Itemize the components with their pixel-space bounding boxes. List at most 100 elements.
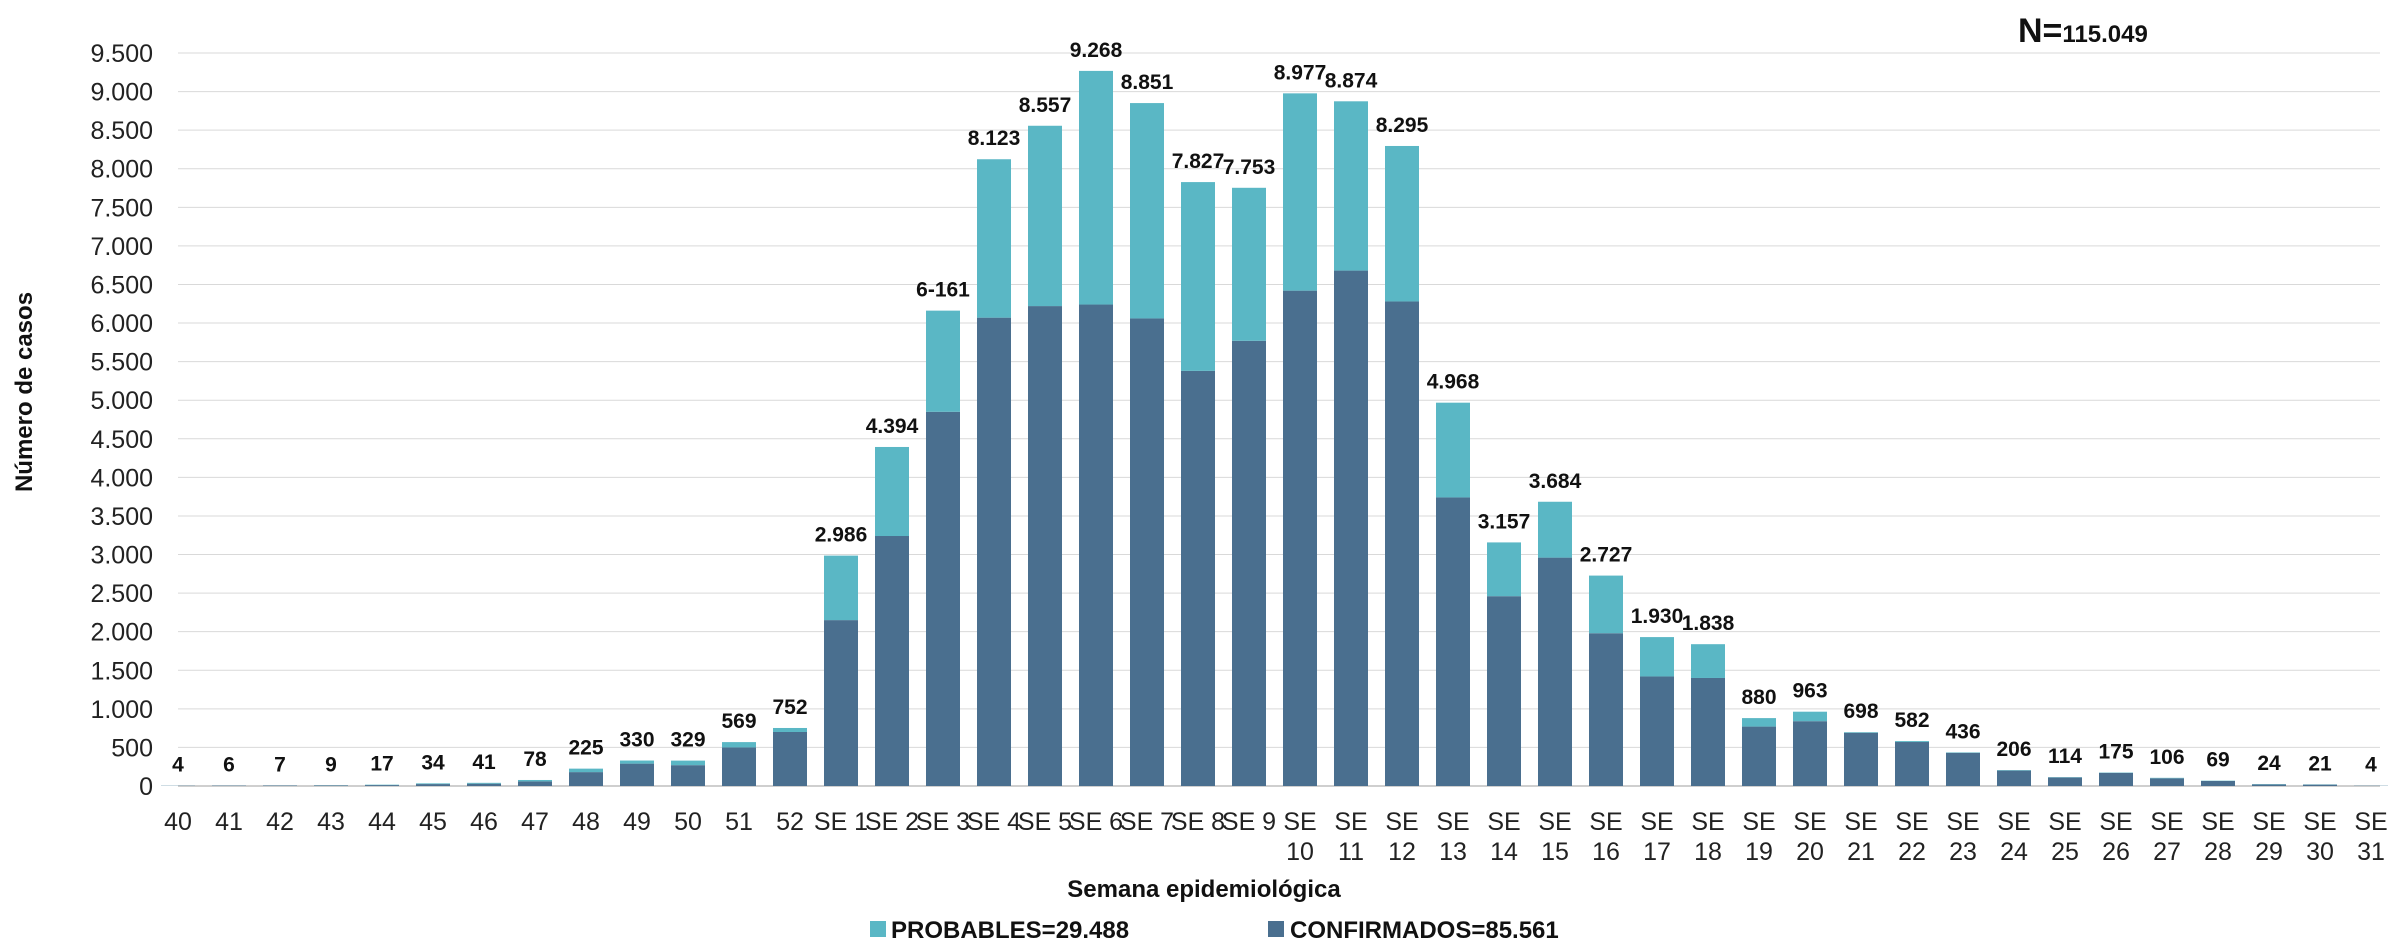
x-tick-label: 15 xyxy=(1541,838,1569,866)
legend: PROBABLES=29.488 CONFIRMADOS=85.561 xyxy=(870,917,1559,944)
x-tick-label: 40 xyxy=(164,808,192,836)
total-data-label: 752 xyxy=(772,696,807,719)
x-tick-label: SE 5 xyxy=(1018,808,1072,836)
total-data-label: 41 xyxy=(472,751,496,774)
bar-confirmados xyxy=(875,536,909,786)
bar-confirmados xyxy=(1334,270,1368,786)
bar-probables xyxy=(467,782,501,784)
bar-probables xyxy=(977,159,1011,318)
bar-probables xyxy=(1181,182,1215,371)
x-tick-label: SE xyxy=(1691,808,1724,836)
x-tick-label: 30 xyxy=(2306,838,2334,866)
y-tick-label: 5.500 xyxy=(90,349,153,377)
bar-probables xyxy=(569,768,603,773)
bar-probables xyxy=(1283,93,1317,291)
x-tick-label: SE 8 xyxy=(1171,808,1225,836)
bar-confirmados xyxy=(569,772,603,786)
x-tick-label: 45 xyxy=(419,808,447,836)
x-tick-label: SE 9 xyxy=(1222,808,1276,836)
y-tick-label: 2.000 xyxy=(90,619,153,647)
y-tick-label: 6.500 xyxy=(90,271,153,299)
bar-probables xyxy=(1436,402,1470,498)
x-tick-label: 20 xyxy=(1796,838,1824,866)
y-tick-label: 3.000 xyxy=(90,542,153,570)
y-tick-label: 7.000 xyxy=(90,233,153,261)
total-data-label: 8.851 xyxy=(1121,71,1174,94)
x-tick-label: 22 xyxy=(1898,838,1926,866)
data-labels: 4 6 7 9 17 34 41 78 225 330 329 569 752 2.986 4.394 6-1… xyxy=(172,39,2377,777)
total-n-value: 115.049 xyxy=(2062,21,2147,48)
bar-confirmados xyxy=(1232,340,1266,786)
bar-confirmados xyxy=(1691,677,1725,786)
legend-swatch-confirmados xyxy=(1268,921,1284,937)
x-tick-label: SE xyxy=(2048,808,2081,836)
total-data-label: 4.968 xyxy=(1427,371,1480,394)
total-data-label: 7.753 xyxy=(1223,156,1276,179)
bar-confirmados xyxy=(518,781,552,786)
y-tick-label: 1.500 xyxy=(90,657,153,685)
x-tick-label: 28 xyxy=(2204,838,2232,866)
total-data-label: 330 xyxy=(619,729,654,752)
total-data-label: 106 xyxy=(2149,746,2184,769)
y-tick-label: 7.500 xyxy=(90,194,153,222)
bar-probables xyxy=(1334,101,1368,271)
x-tick-label: 31 xyxy=(2357,838,2385,866)
bar-confirmados xyxy=(824,620,858,786)
x-tick-label: 18 xyxy=(1694,838,1722,866)
bar-confirmados xyxy=(365,785,399,786)
x-tick-label: SE xyxy=(1997,808,2030,836)
y-axis-ticks: 0 500 1.000 1.500 2.000 2.500 3.000 3.500 4.000 4… xyxy=(90,40,153,801)
gridlines xyxy=(178,52,2380,787)
bar-confirmados xyxy=(620,763,654,786)
total-data-label: 2.986 xyxy=(815,524,868,547)
bar-probables xyxy=(620,760,654,764)
y-tick-label: 8.500 xyxy=(90,117,153,145)
bar-probables xyxy=(416,783,450,785)
bar-confirmados xyxy=(1538,557,1572,786)
x-tick-label: 14 xyxy=(1490,838,1518,866)
x-tick-label: SE xyxy=(1436,808,1469,836)
total-data-label: 698 xyxy=(1843,700,1878,723)
total-data-label: 7 xyxy=(274,753,286,776)
bar-confirmados xyxy=(1181,370,1215,786)
total-data-label: 8.874 xyxy=(1325,69,1378,92)
x-tick-label: SE xyxy=(2099,808,2132,836)
bar-confirmados xyxy=(1589,633,1623,786)
legend-swatch-probables xyxy=(870,921,886,937)
x-tick-label: SE xyxy=(2303,808,2336,836)
bar-probables xyxy=(1589,575,1623,634)
total-data-label: 206 xyxy=(1996,738,2031,761)
total-data-label: 3.157 xyxy=(1478,510,1531,533)
bar-confirmados xyxy=(314,785,348,786)
bar-confirmados xyxy=(1028,306,1062,786)
x-tick-label: SE 1 xyxy=(814,808,868,836)
x-tick-label: 19 xyxy=(1745,838,1773,866)
bar-confirmados xyxy=(1844,732,1878,786)
x-tick-label: 41 xyxy=(215,808,243,836)
bar-probables xyxy=(1844,732,1878,733)
x-tick-label: 50 xyxy=(674,808,702,836)
x-tick-label: SE 4 xyxy=(967,808,1021,836)
total-data-label: 4.394 xyxy=(866,415,919,438)
total-data-label: 225 xyxy=(568,737,603,760)
total-data-label: 582 xyxy=(1894,709,1929,732)
bar-confirmados xyxy=(722,747,756,786)
bar-probables xyxy=(1130,103,1164,319)
x-tick-label: SE xyxy=(1334,808,1367,836)
y-tick-label: 4.500 xyxy=(90,426,153,454)
bar-probables xyxy=(824,555,858,621)
y-tick-label: 0 xyxy=(139,773,153,801)
x-tick-label: 13 xyxy=(1439,838,1467,866)
x-axis-title: Semana epidemiológica xyxy=(1067,876,1341,903)
bar-probables xyxy=(926,310,960,412)
x-tick-label: SE xyxy=(1640,808,1673,836)
total-data-label: 6-161 xyxy=(916,279,970,302)
bar-confirmados xyxy=(1640,676,1674,786)
bar-confirmados xyxy=(1742,726,1776,786)
total-data-label: 114 xyxy=(2048,745,2082,768)
x-tick-label: SE xyxy=(1538,808,1571,836)
total-data-label: 569 xyxy=(721,710,756,733)
y-tick-label: 9.500 xyxy=(90,40,153,68)
total-data-label: 329 xyxy=(670,729,705,752)
